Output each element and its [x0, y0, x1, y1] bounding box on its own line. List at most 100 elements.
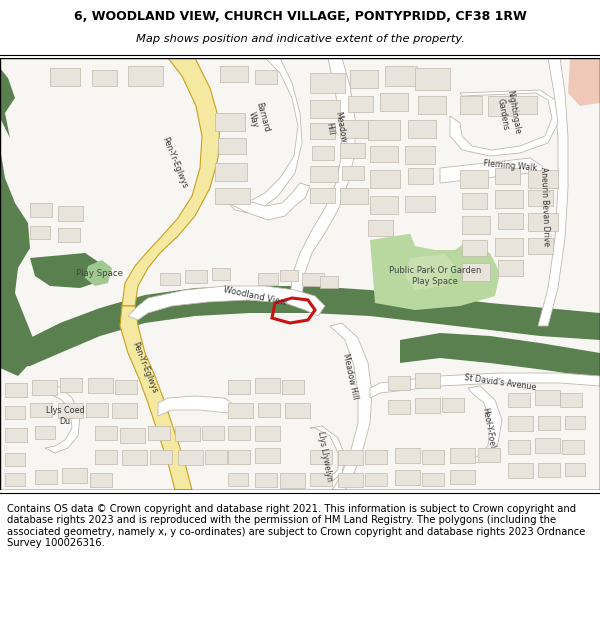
- Bar: [388, 376, 410, 390]
- Bar: [5, 428, 27, 442]
- Text: Llys Llywelyn: Llys Llywelyn: [316, 430, 334, 482]
- Bar: [385, 66, 417, 86]
- Bar: [408, 168, 433, 184]
- Bar: [320, 276, 338, 288]
- Bar: [462, 216, 490, 234]
- Text: St David's Avenue: St David's Avenue: [463, 374, 536, 392]
- Bar: [405, 196, 435, 212]
- Polygon shape: [568, 58, 600, 106]
- Bar: [340, 188, 368, 204]
- Bar: [310, 123, 335, 139]
- Bar: [120, 428, 145, 443]
- Bar: [258, 403, 280, 417]
- Polygon shape: [158, 396, 235, 416]
- Bar: [30, 203, 52, 217]
- Polygon shape: [370, 373, 600, 398]
- Bar: [395, 470, 420, 485]
- Polygon shape: [122, 58, 220, 306]
- Bar: [90, 473, 112, 487]
- Text: Contains OS data © Crown copyright and database right 2021. This information is : Contains OS data © Crown copyright and d…: [7, 504, 586, 548]
- Bar: [368, 220, 393, 236]
- Bar: [310, 188, 335, 203]
- Bar: [310, 100, 340, 118]
- Text: Barnard
Way: Barnard Way: [245, 101, 271, 135]
- Bar: [340, 143, 365, 158]
- Text: Woodland View: Woodland View: [223, 285, 287, 307]
- Bar: [460, 170, 488, 188]
- Bar: [205, 450, 227, 464]
- Polygon shape: [228, 183, 310, 220]
- Bar: [495, 168, 520, 184]
- Bar: [365, 450, 387, 464]
- Polygon shape: [0, 286, 600, 368]
- Text: Heol-Y-Foel: Heol-Y-Foel: [480, 407, 496, 449]
- Text: Aneurin Bevan Drive: Aneurin Bevan Drive: [539, 166, 551, 246]
- Bar: [30, 226, 50, 239]
- Bar: [370, 196, 398, 214]
- Polygon shape: [440, 158, 542, 183]
- Bar: [342, 166, 364, 180]
- Bar: [460, 96, 482, 114]
- Bar: [178, 450, 203, 465]
- Text: Fleming Walk: Fleming Walk: [483, 159, 537, 173]
- Bar: [280, 473, 305, 488]
- Bar: [5, 453, 25, 466]
- Bar: [478, 448, 500, 462]
- Bar: [388, 400, 410, 414]
- Bar: [86, 403, 108, 417]
- Bar: [528, 238, 553, 254]
- Bar: [450, 470, 475, 484]
- Bar: [488, 96, 513, 116]
- Text: Meadow Hill: Meadow Hill: [341, 352, 359, 400]
- Polygon shape: [30, 253, 100, 288]
- Bar: [32, 380, 57, 395]
- Bar: [365, 473, 387, 486]
- Bar: [508, 416, 533, 431]
- Text: Pen-Yr-Eglwys: Pen-Yr-Eglwys: [161, 136, 190, 190]
- Bar: [255, 378, 280, 393]
- Polygon shape: [45, 386, 80, 453]
- Bar: [112, 403, 137, 418]
- Bar: [215, 163, 247, 181]
- Bar: [160, 273, 180, 285]
- Bar: [515, 96, 537, 114]
- Polygon shape: [468, 386, 502, 463]
- Polygon shape: [290, 58, 355, 296]
- Polygon shape: [450, 90, 558, 156]
- Bar: [185, 270, 207, 283]
- Bar: [368, 120, 400, 140]
- Bar: [50, 68, 80, 86]
- Bar: [338, 473, 363, 487]
- Polygon shape: [0, 113, 35, 376]
- Bar: [370, 146, 398, 162]
- Bar: [508, 463, 533, 478]
- Bar: [498, 213, 523, 229]
- Bar: [462, 240, 487, 256]
- Bar: [228, 403, 253, 418]
- Bar: [565, 463, 585, 476]
- Bar: [150, 450, 172, 464]
- Bar: [538, 416, 560, 430]
- Bar: [450, 448, 475, 463]
- Bar: [228, 473, 248, 486]
- Bar: [215, 188, 250, 204]
- Polygon shape: [120, 306, 192, 490]
- Text: Public Park Or Garden
Play Space: Public Park Or Garden Play Space: [389, 266, 481, 286]
- Bar: [280, 270, 298, 281]
- Polygon shape: [0, 58, 15, 138]
- Bar: [495, 190, 523, 208]
- Bar: [122, 450, 147, 465]
- Text: Pen-Yr-Eglwys: Pen-Yr-Eglwys: [131, 341, 160, 395]
- Bar: [92, 70, 117, 86]
- Bar: [508, 440, 530, 454]
- Polygon shape: [405, 254, 455, 290]
- Bar: [228, 450, 250, 464]
- Bar: [220, 66, 248, 82]
- Polygon shape: [410, 228, 465, 250]
- Text: Nightingale
Gardens: Nightingale Gardens: [494, 89, 521, 137]
- Bar: [218, 138, 246, 154]
- Bar: [508, 393, 530, 407]
- Polygon shape: [85, 260, 112, 286]
- Polygon shape: [128, 286, 325, 320]
- Bar: [370, 170, 400, 188]
